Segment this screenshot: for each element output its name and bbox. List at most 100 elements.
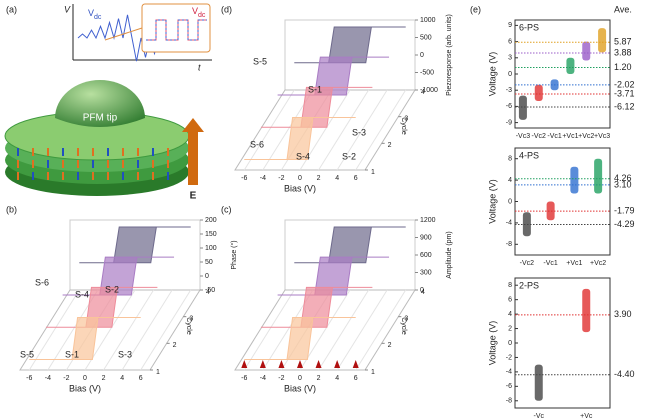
- inset-pulses: [146, 19, 207, 41]
- x-tick-label: 6: [354, 375, 358, 382]
- x-tick-label: 4: [120, 375, 124, 382]
- y-tick-label: 4: [421, 289, 425, 296]
- x-tick-label: -Vc1: [547, 133, 562, 140]
- v-axis-label: V: [64, 4, 71, 14]
- bias-arrow: [241, 360, 248, 368]
- value-spread: [570, 166, 579, 194]
- x-tick-label: -2: [63, 375, 69, 382]
- x-tick-label: +Vc1: [566, 260, 582, 267]
- panel-label: (b): [6, 204, 17, 214]
- y-axis-label: Cycle: [185, 317, 192, 335]
- z-tick-label: 1000: [420, 17, 436, 24]
- x-tick-label: +Vc2: [578, 133, 594, 140]
- x-tick-label: +Vc3: [594, 133, 610, 140]
- state-label: S-3: [352, 127, 366, 137]
- z-tick-label: 0: [420, 52, 424, 59]
- y-tick-label: -8: [506, 241, 512, 248]
- x-tick-label: +Vc: [580, 413, 593, 420]
- state-label: S-6: [35, 277, 49, 287]
- average-label: -4.29: [614, 219, 635, 229]
- loop-ribbon: [244, 117, 356, 160]
- chart-title: 2-PS: [519, 280, 539, 290]
- x-tick-label: -2: [278, 175, 284, 182]
- y-axis-label: Voltage (V): [487, 52, 497, 97]
- x-tick-label: -Vc2: [532, 133, 547, 140]
- grid-line: [121, 289, 173, 371]
- panel-label: (a): [6, 4, 17, 14]
- z-tick-label: 500: [420, 34, 432, 41]
- bias-arrow: [334, 360, 341, 368]
- x-axis-label: Bias (V): [284, 383, 316, 393]
- x-tick-label: -6: [241, 375, 247, 382]
- state-label: S-1: [308, 84, 322, 94]
- y-tick-label: 2: [388, 342, 392, 349]
- loop-ribbon: [244, 317, 356, 360]
- pfm-tip: [55, 80, 145, 127]
- bias-arrow: [297, 360, 303, 368]
- y-tick-label: 9: [508, 22, 512, 29]
- t-axis-label: t: [198, 62, 201, 72]
- grid-line: [336, 289, 388, 371]
- z-tick-label: -50: [205, 287, 215, 294]
- field-label: E: [190, 191, 197, 202]
- grid-line: [243, 289, 295, 371]
- grid-line: [299, 289, 351, 371]
- bias-arrow: [315, 360, 322, 368]
- x-axis-label: Bias (V): [69, 383, 101, 393]
- value-spread: [522, 212, 531, 237]
- x-tick-label: 0: [298, 175, 302, 182]
- tip-label: PFM tip: [83, 113, 118, 124]
- y-tick-label: 6: [508, 297, 512, 304]
- y-tick-label: 8: [508, 282, 512, 289]
- average-label: 4.26: [614, 173, 632, 183]
- panel-label: (c): [221, 204, 232, 214]
- y-axis-label: Voltage (V): [487, 179, 497, 224]
- y-tick-label: 2: [173, 342, 177, 349]
- panel-label: (e): [470, 4, 481, 14]
- z-tick-label: 100: [205, 245, 217, 252]
- y-tick-label: 1: [156, 369, 160, 376]
- y-tick-label: -3: [506, 87, 512, 94]
- x-axis-label: Bias (V): [284, 183, 316, 193]
- state-label: S-4: [296, 151, 310, 161]
- loop-ribbon: [260, 286, 373, 328]
- value-spread: [598, 28, 607, 53]
- z-tick-label: 600: [420, 252, 432, 259]
- chart-title: 4-PS: [519, 150, 539, 160]
- y-tick-label: 3: [508, 55, 512, 62]
- x-tick-label: -4: [45, 375, 51, 382]
- plot-box: [514, 19, 611, 129]
- y-tick-label: -6: [506, 103, 512, 110]
- x-tick-label: 2: [317, 375, 321, 382]
- y-tick-label: 3: [404, 116, 408, 123]
- z-tick-label: 900: [420, 234, 432, 241]
- x-tick-label: -6: [26, 375, 32, 382]
- y-tick-label: 3: [189, 316, 193, 323]
- dipoles: [17, 148, 169, 180]
- grid-line: [84, 289, 136, 371]
- vdc-label: Vdc: [192, 6, 206, 18]
- bias-arrow: [352, 360, 359, 368]
- value-spread: [534, 364, 543, 401]
- state-label: S-2: [105, 284, 119, 294]
- x-tick-label: 4: [335, 175, 339, 182]
- z-axis-label: Piezoresponse (arb. units): [446, 14, 453, 96]
- y-tick-label: 2: [388, 142, 392, 149]
- x-tick-label: -Vc: [534, 413, 545, 420]
- field-arrow: [182, 118, 204, 185]
- state-label: S-5: [20, 349, 34, 359]
- x-tick-label: -Vc3: [516, 133, 531, 140]
- grid-line: [336, 89, 388, 171]
- average-label: 3.88: [614, 47, 632, 57]
- average-label: -6.12: [614, 101, 635, 111]
- x-tick-label: +Vc2: [590, 260, 606, 267]
- average-label: -3.71: [614, 88, 635, 98]
- state-label: S-3: [118, 349, 132, 359]
- grid-line: [140, 289, 192, 371]
- average-label: 3.90: [614, 309, 632, 319]
- grid-line: [103, 289, 154, 371]
- average-label: -1.79: [614, 205, 635, 215]
- grid-line: [318, 289, 369, 371]
- plot-box: [514, 277, 611, 409]
- y-tick-label: -6: [506, 383, 512, 390]
